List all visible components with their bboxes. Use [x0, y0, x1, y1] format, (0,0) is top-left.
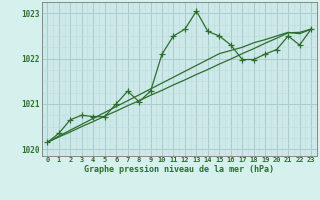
X-axis label: Graphe pression niveau de la mer (hPa): Graphe pression niveau de la mer (hPa)	[84, 165, 274, 174]
